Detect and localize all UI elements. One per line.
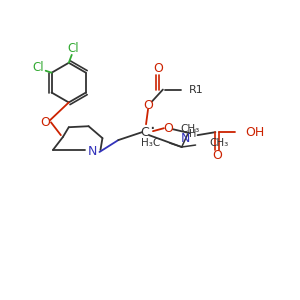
Text: O: O	[212, 149, 222, 162]
Text: C: C	[141, 126, 149, 139]
Text: O: O	[163, 122, 173, 135]
Text: O: O	[153, 62, 163, 75]
Text: ·: ·	[149, 120, 155, 138]
Text: O: O	[143, 99, 153, 112]
Text: R1: R1	[189, 85, 203, 94]
Text: N: N	[88, 146, 97, 158]
Text: N: N	[181, 132, 190, 145]
Text: H₃C: H₃C	[141, 138, 160, 148]
Text: Cl: Cl	[67, 42, 79, 56]
Text: CH₃: CH₃	[180, 124, 199, 134]
Text: Cl: Cl	[32, 61, 44, 74]
Text: CH₃: CH₃	[209, 138, 229, 148]
Text: O: O	[40, 116, 50, 129]
Text: OH: OH	[245, 126, 264, 139]
Text: H: H	[189, 129, 196, 139]
